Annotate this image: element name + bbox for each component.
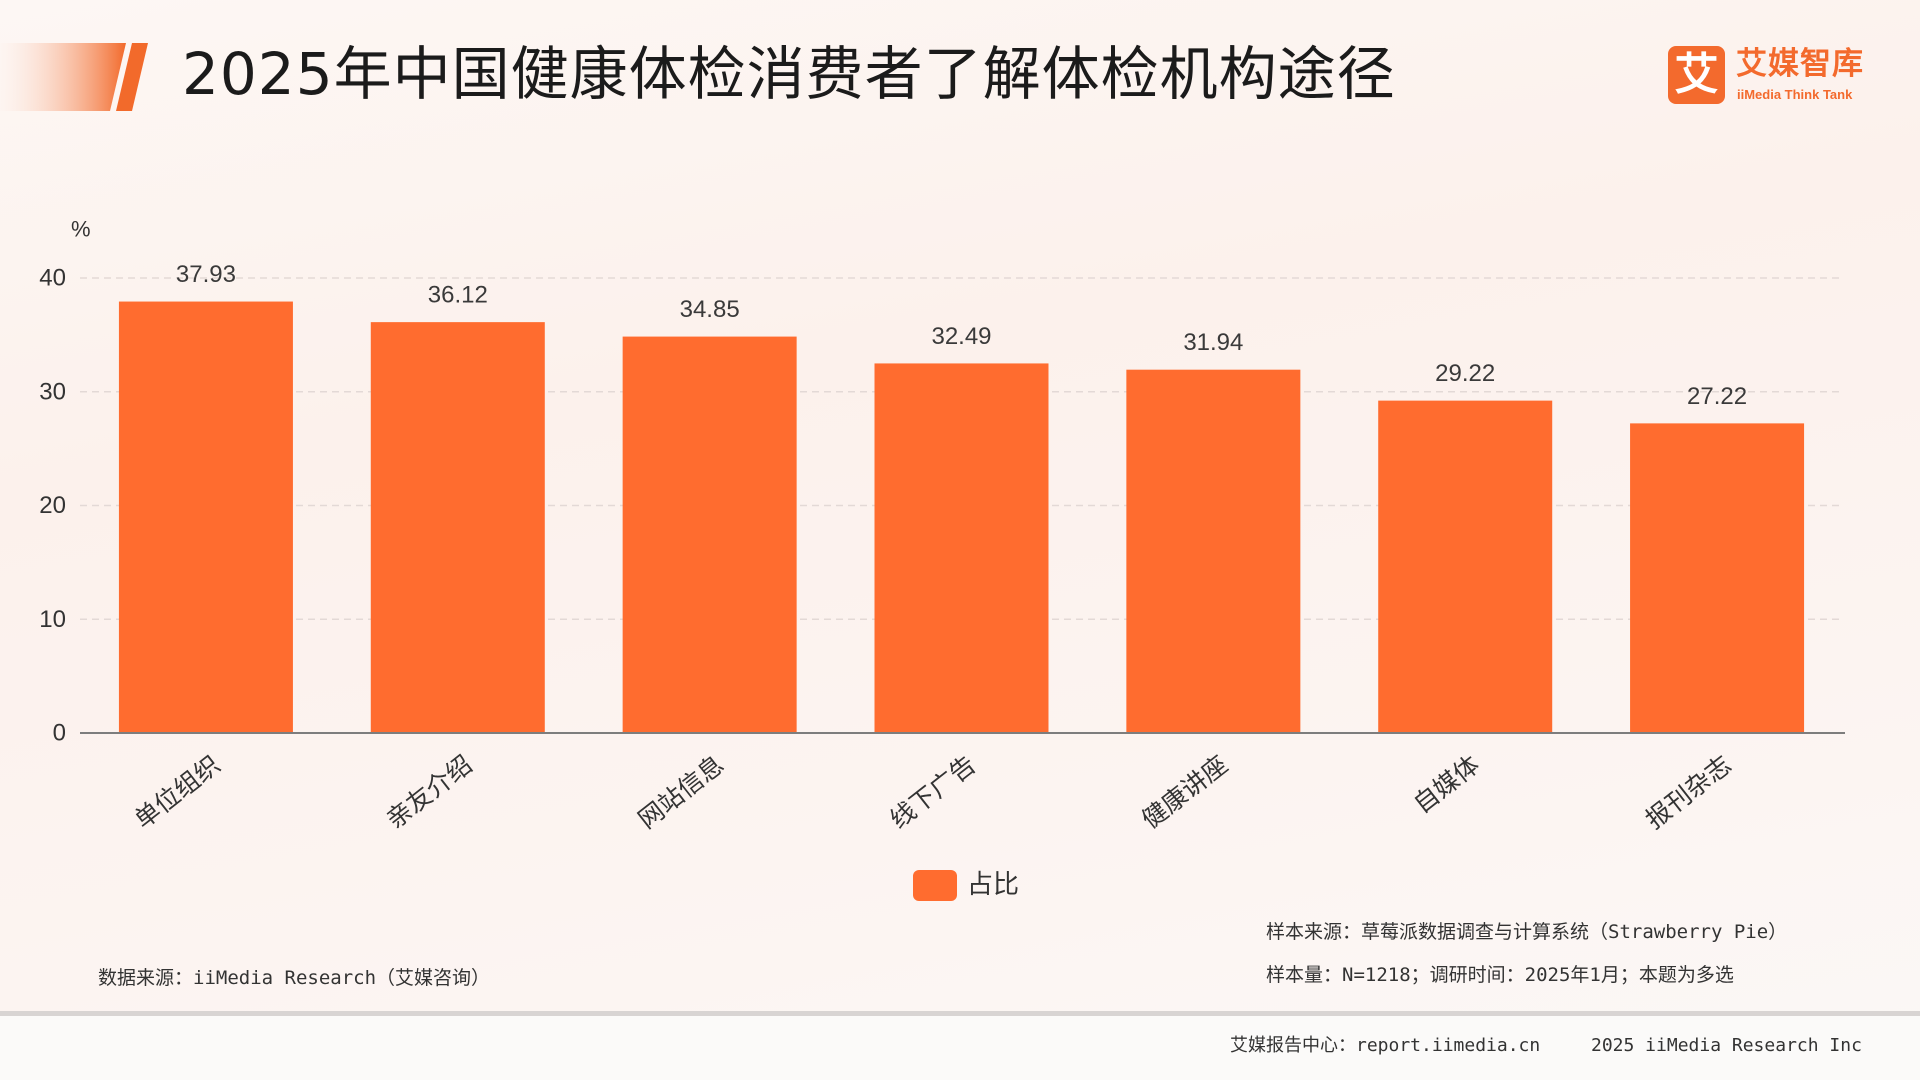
bar-3 xyxy=(622,336,797,733)
y-tick-label: 0 xyxy=(53,720,66,747)
x-tick-label: 亲友介绍 xyxy=(381,750,478,834)
x-tick-label: 单位组织 xyxy=(129,750,226,834)
value-label-5: 31.94 xyxy=(1183,329,1243,356)
y-tick-label: 30 xyxy=(39,378,66,405)
value-label-7: 27.22 xyxy=(1687,383,1747,410)
page-title: 2025年中国健康体检消费者了解体检机构途径 xyxy=(182,40,1396,108)
title-accent xyxy=(0,43,148,111)
legend: 占比 xyxy=(913,869,1019,901)
logo-subtitle: iiMedia Think Tank xyxy=(1737,87,1853,102)
legend-label: 占比 xyxy=(967,870,1020,900)
value-label-3: 34.85 xyxy=(680,296,740,323)
y-tick-label: 20 xyxy=(39,492,66,519)
x-tick-label: 报刊杂志 xyxy=(1640,750,1737,834)
sample-size-note: 样本量：N=1218；调研时间：2025年1月；本题为多选 xyxy=(1266,964,1734,986)
value-label-6: 29.22 xyxy=(1435,360,1495,387)
x-axis: 单位组织 亲友介绍 网站信息 线下广告 健康讲座 自媒体 报刊杂志 xyxy=(80,732,1845,834)
value-label-4: 32.49 xyxy=(931,323,991,350)
sample-source-note: 样本来源：草莓派数据调查与计算系统（Strawberry Pie） xyxy=(1266,921,1788,943)
y-axis: 0 10 20 30 40% xyxy=(39,217,90,747)
bar-5 xyxy=(1126,369,1301,733)
value-labels: 37.93 36.12 34.85 32.49 31.94 29.22 27.22 xyxy=(176,261,1747,410)
footer-divider xyxy=(0,1011,1920,1016)
footer xyxy=(0,1016,1920,1080)
y-tick-label: 10 xyxy=(39,606,66,633)
value-label-2: 36.12 xyxy=(428,282,488,309)
bar-1 xyxy=(118,301,293,733)
footer-copyright: 2025 iiMedia Research Inc xyxy=(1591,1035,1862,1056)
value-label-1: 37.93 xyxy=(176,261,236,288)
bars xyxy=(118,301,1805,733)
bar-7 xyxy=(1630,423,1805,733)
x-tick-label: 健康讲座 xyxy=(1136,750,1233,834)
logo-icon: 艾 xyxy=(1668,46,1725,104)
data-source-note: 数据来源：iiMedia Research（艾媒咨询） xyxy=(98,967,491,989)
x-tick-label: 网站信息 xyxy=(633,750,730,834)
x-tick-label: 线下广告 xyxy=(885,750,982,834)
footer-report-center: 艾媒报告中心：report.iimedia.cn xyxy=(1230,1035,1541,1056)
bar-4 xyxy=(874,363,1049,733)
legend-swatch xyxy=(913,869,957,901)
bar-2 xyxy=(370,322,545,733)
y-tick-label: 40 xyxy=(39,265,66,292)
x-tick-label: 自媒体 xyxy=(1408,750,1485,819)
logo-name: 艾媒智库 xyxy=(1736,46,1864,82)
y-axis-label: % xyxy=(71,217,91,242)
bar-6 xyxy=(1378,400,1553,733)
